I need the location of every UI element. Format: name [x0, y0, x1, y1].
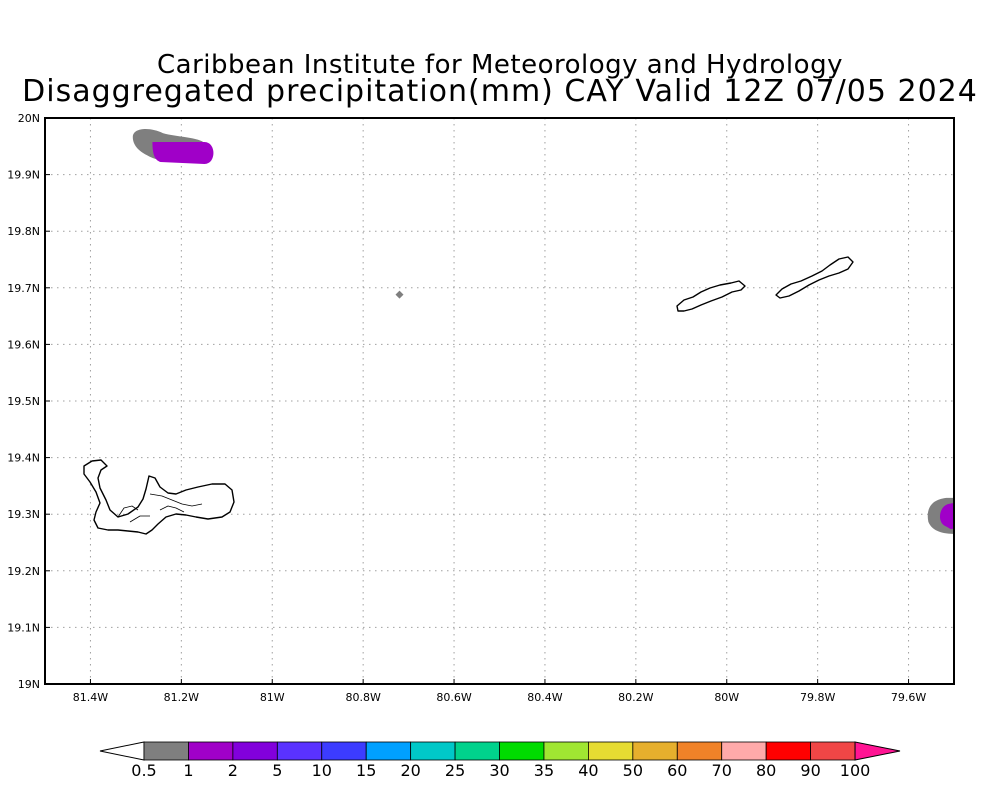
colorbar-label: 20	[400, 761, 420, 780]
colorbar-label: 35	[534, 761, 554, 780]
colorbar-segment	[721, 741, 767, 761]
colorbar-segment	[143, 741, 189, 761]
colorbar-label: 10	[312, 761, 332, 780]
colorbar-segment	[632, 741, 678, 761]
precip-area-dot	[395, 290, 404, 299]
colorbar-label: 5	[272, 761, 282, 780]
x-tick-label: 80.4W	[527, 691, 562, 704]
colorbar-label: 15	[356, 761, 376, 780]
colorbar-label: 50	[623, 761, 643, 780]
x-tick-label: 79.8W	[800, 691, 835, 704]
y-tick-label: 19.3N	[7, 508, 40, 521]
x-tick-label: 81.2W	[164, 691, 199, 704]
colorbar-segment	[365, 741, 412, 761]
x-tick-label: 80.6W	[436, 691, 471, 704]
colorbar-segment	[454, 741, 500, 761]
y-tick-label: 19.1N	[7, 621, 40, 634]
colorbar-label: 60	[667, 761, 687, 780]
colorbar-label: 70	[712, 761, 732, 780]
y-tick-label: 20N	[18, 112, 40, 125]
coastlines	[83, 256, 854, 535]
colorbar-segment	[232, 741, 278, 761]
little-cayman-island	[676, 280, 746, 312]
colorbar-label: 40	[578, 761, 598, 780]
colorbar-segment	[410, 741, 456, 761]
colorbar-label: 100	[840, 761, 871, 780]
colorbar-segment	[676, 741, 723, 761]
colorbar-segment	[588, 741, 634, 761]
y-tick-label: 19.9N	[7, 169, 40, 182]
y-tick-label: 19.7N	[7, 282, 40, 295]
colorbar-arrow-high	[854, 741, 901, 761]
colorbar-label: 80	[756, 761, 776, 780]
y-tick-label: 19.5N	[7, 395, 40, 408]
cayman-brac-island	[775, 256, 854, 299]
colorbar-label: 1	[183, 761, 193, 780]
colorbar-segment	[188, 741, 234, 761]
latitude-ticks: 20N 19.9N 19.8N 19.7N 19.6N 19.5N 19.4N 19.3N 19…	[7, 112, 50, 691]
chart-title-institution: Caribbean Institute for Meteorology and …	[157, 50, 843, 80]
colorbar-label: 90	[800, 761, 820, 780]
x-tick-label: 81.4W	[73, 691, 108, 704]
x-tick-label: 80.8W	[345, 691, 380, 704]
chart-title-product: Disaggregated precipitation(mm) CAY Vali…	[22, 74, 978, 109]
x-tick-label: 81W	[260, 691, 285, 704]
y-tick-label: 19.4N	[7, 452, 40, 465]
x-tick-label: 80.2W	[618, 691, 653, 704]
colorbar-label: 0.5	[131, 761, 156, 780]
precip-area-nw-inner	[152, 141, 214, 164]
colorbar-label: 25	[445, 761, 465, 780]
grand-cayman-north-sound-outline	[117, 493, 203, 523]
y-tick-label: 19.8N	[7, 225, 40, 238]
grand-cayman-island	[83, 459, 235, 535]
colorbar-segment	[810, 741, 856, 761]
longitude-ticks: 81.4W 81.2W 81W 80.8W 80.6W 80.4W 80.2W 80W 79.8…	[73, 679, 926, 704]
y-tick-label: 19.2N	[7, 565, 40, 578]
colorbar: 0.5 1 2 5 10 15 20 25 30 35 40 50 60 70 80 90 100	[99, 741, 901, 780]
precipitation-areas	[132, 129, 954, 534]
colorbar-segment	[321, 741, 367, 761]
colorbar-segment	[543, 741, 589, 761]
colorbar-arrow-low	[99, 741, 145, 761]
y-tick-label: 19.6N	[7, 338, 40, 351]
y-tick-label: 19N	[18, 678, 40, 691]
x-tick-label: 79.6W	[891, 691, 926, 704]
x-tick-label: 80W	[714, 691, 739, 704]
colorbar-segment	[276, 741, 323, 761]
colorbar-segment	[765, 741, 811, 761]
precip-area-east-inner	[939, 502, 954, 530]
grid-lines	[45, 117, 954, 685]
colorbar-label: 2	[228, 761, 238, 780]
colorbar-segment	[499, 741, 545, 761]
colorbar-label: 30	[489, 761, 509, 780]
